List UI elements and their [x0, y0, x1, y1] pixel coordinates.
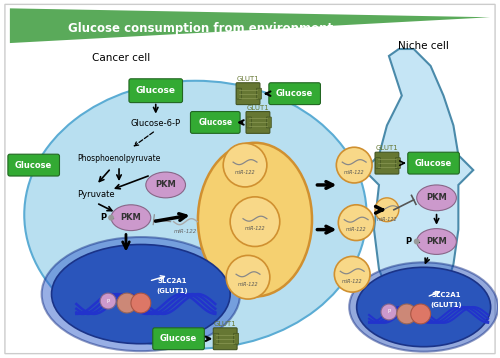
Text: GLUT1: GLUT1 — [214, 321, 236, 327]
Text: P: P — [406, 237, 412, 246]
Text: Glucose: Glucose — [136, 86, 175, 95]
FancyBboxPatch shape — [236, 88, 242, 99]
Ellipse shape — [111, 205, 151, 231]
Circle shape — [397, 304, 416, 324]
FancyBboxPatch shape — [190, 112, 240, 134]
Circle shape — [226, 255, 270, 299]
FancyBboxPatch shape — [256, 88, 262, 99]
Text: PKM: PKM — [120, 213, 142, 222]
Text: SLC2A1: SLC2A1 — [158, 278, 188, 284]
Circle shape — [100, 293, 116, 309]
FancyBboxPatch shape — [376, 158, 380, 169]
Ellipse shape — [198, 143, 312, 296]
Text: PKM: PKM — [426, 237, 447, 246]
Circle shape — [338, 205, 374, 241]
FancyBboxPatch shape — [408, 152, 460, 174]
FancyBboxPatch shape — [246, 117, 252, 128]
Text: miR-122: miR-122 — [376, 217, 397, 222]
Text: Glucose: Glucose — [198, 118, 232, 127]
Text: miR-122: miR-122 — [342, 279, 362, 284]
Text: Glucose: Glucose — [160, 334, 197, 343]
Text: PKM: PKM — [426, 193, 447, 202]
FancyBboxPatch shape — [266, 117, 272, 128]
Ellipse shape — [52, 245, 230, 344]
Text: GLUT1: GLUT1 — [376, 145, 398, 151]
Ellipse shape — [24, 81, 366, 349]
Text: Cancer cell: Cancer cell — [92, 53, 150, 63]
Circle shape — [381, 304, 397, 320]
FancyBboxPatch shape — [129, 79, 182, 103]
Polygon shape — [10, 8, 490, 43]
Circle shape — [108, 215, 114, 221]
Ellipse shape — [349, 262, 498, 352]
Ellipse shape — [356, 267, 490, 347]
Text: (GLUT1): (GLUT1) — [430, 302, 462, 308]
Text: miR-122: miR-122 — [244, 226, 266, 231]
Text: (GLUT1): (GLUT1) — [157, 288, 188, 294]
Circle shape — [336, 147, 372, 183]
Text: miR-122: miR-122 — [346, 227, 366, 232]
FancyBboxPatch shape — [375, 152, 399, 174]
Text: Glucose-6-P: Glucose-6-P — [130, 119, 181, 128]
FancyBboxPatch shape — [269, 83, 320, 105]
Text: SLC2A1: SLC2A1 — [432, 292, 461, 298]
Ellipse shape — [42, 237, 240, 351]
Circle shape — [375, 198, 399, 222]
Text: Niche cell: Niche cell — [398, 41, 449, 51]
FancyBboxPatch shape — [234, 333, 238, 344]
FancyBboxPatch shape — [236, 83, 260, 105]
Text: Glucose: Glucose — [15, 161, 52, 170]
FancyBboxPatch shape — [214, 333, 218, 344]
Polygon shape — [364, 49, 474, 339]
Text: miR-122: miR-122 — [234, 170, 256, 175]
Text: Pyruvate: Pyruvate — [78, 190, 115, 199]
Ellipse shape — [146, 172, 186, 198]
Ellipse shape — [416, 185, 457, 211]
Text: P: P — [100, 213, 106, 222]
Text: Glucose: Glucose — [276, 89, 314, 98]
Circle shape — [223, 143, 267, 187]
Text: Phosphoenolpyruvate: Phosphoenolpyruvate — [78, 154, 160, 163]
Text: PKM: PKM — [156, 180, 176, 189]
Circle shape — [131, 293, 151, 313]
Ellipse shape — [416, 229, 457, 255]
Text: Glucose: Glucose — [415, 159, 452, 168]
Text: GLUT1: GLUT1 — [236, 76, 260, 82]
Circle shape — [334, 256, 370, 292]
Text: P: P — [388, 309, 390, 314]
Text: GLUT1: GLUT1 — [246, 105, 270, 111]
FancyBboxPatch shape — [153, 328, 204, 350]
Circle shape — [410, 304, 430, 324]
FancyBboxPatch shape — [8, 154, 60, 176]
FancyBboxPatch shape — [214, 328, 237, 350]
Circle shape — [414, 238, 420, 245]
Circle shape — [230, 197, 280, 246]
Text: miR-122: miR-122 — [344, 170, 364, 175]
Text: P: P — [106, 299, 110, 304]
FancyBboxPatch shape — [246, 112, 270, 134]
FancyBboxPatch shape — [396, 158, 400, 169]
Text: miR-122: miR-122 — [238, 282, 258, 287]
Text: Glucose consumption from environment: Glucose consumption from environment — [68, 22, 333, 35]
Circle shape — [117, 293, 137, 313]
Text: miR-122: miR-122 — [174, 229, 197, 234]
